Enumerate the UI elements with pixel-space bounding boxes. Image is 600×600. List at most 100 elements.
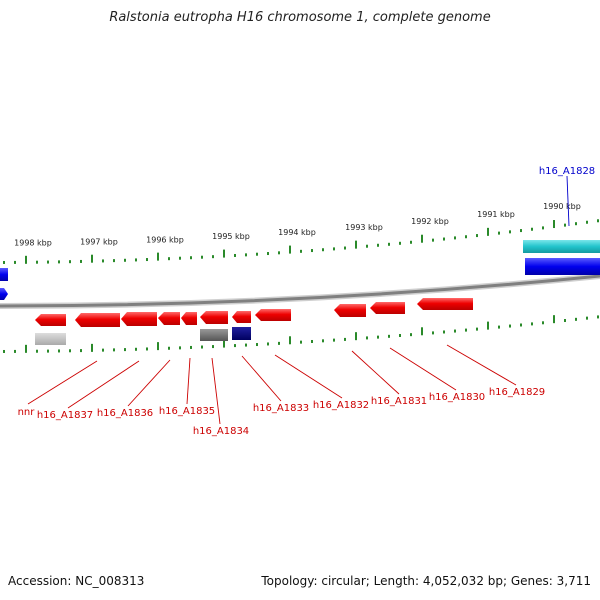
label-h16-A1837[interactable]: h16_A1837 [37,410,93,421]
lower-major-tick [157,342,159,351]
upper-minor-tick [14,260,16,264]
label-h16-A1835[interactable]: h16_A1835 [159,406,215,417]
upper-minor-tick [564,223,566,227]
lower-minor-tick [311,339,313,343]
upper-minor-tick [597,219,599,223]
gene-h16-A1830[interactable] [370,302,405,314]
lower-minor-tick [212,345,214,349]
lower-minor-tick [124,348,126,352]
upper-minor-tick [410,240,412,244]
label-h16-A1832[interactable]: h16_A1832 [313,400,369,411]
upper-minor-tick [377,243,379,247]
upper-minor-tick [542,226,544,230]
gene-h16-A1831[interactable] [334,304,366,317]
scale-label: 1990 kbp [543,202,581,211]
backbone-shadow [0,273,600,309]
gene-h16-A1835[interactable] [158,312,180,325]
forward-gene-left-arrow[interactable] [0,288,8,300]
label-h16-A1836[interactable]: h16_A1836 [97,408,153,419]
lower-minor-tick [344,337,346,341]
lower-major-tick [553,315,555,324]
gene-h16-A1833[interactable] [232,311,251,323]
feature-gray-light[interactable] [35,333,66,345]
gene-nnr[interactable] [35,314,66,326]
upper-minor-tick [190,256,192,260]
leader-h16-A1830 [389,347,457,391]
topology-text: Topology: circular; Length: 4,052,032 bp… [261,574,591,588]
leader-h16-A1836 [127,359,171,407]
upper-minor-tick [245,253,247,257]
lower-minor-tick [179,346,181,350]
lower-major-tick [91,343,93,352]
label-h16-A1828[interactable]: h16_A1828 [539,166,595,177]
lower-minor-tick [377,335,379,339]
upper-minor-tick [267,252,269,256]
upper-minor-tick [575,222,577,226]
upper-minor-tick [102,259,104,263]
lower-minor-tick [256,343,258,347]
upper-minor-tick [69,260,71,264]
lower-minor-tick [476,327,478,331]
lower-minor-tick [201,345,203,349]
upper-major-tick [421,234,423,243]
forward-gene-left[interactable] [0,268,8,281]
upper-minor-tick [179,256,181,260]
gene-h16-A1834[interactable] [181,312,197,325]
upper-minor-tick [124,258,126,262]
lower-major-tick [289,336,291,345]
lower-minor-tick [333,338,335,342]
forward-cds-h16-A1828[interactable] [523,240,600,253]
upper-minor-tick [58,260,60,264]
upper-minor-tick [135,258,137,262]
lower-minor-tick [454,329,456,333]
scale-label: 1993 kbp [345,223,383,232]
scale-label: 1998 kbp [14,239,52,248]
upper-major-tick [553,220,555,229]
backbone [0,274,600,308]
lower-minor-tick [146,347,148,351]
lower-minor-tick [509,324,511,328]
label-leaders [27,175,570,425]
lower-minor-tick [113,348,115,352]
map-title: Ralstonia eutropha H16 chromosome 1, com… [109,10,491,25]
gene-h16-A1836[interactable] [121,312,157,326]
label-h16-A1833[interactable]: h16_A1833 [253,403,309,414]
upper-minor-tick [531,227,533,231]
label-h16-A1834[interactable]: h16_A1834 [193,426,249,437]
lower-minor-tick [432,331,434,335]
upper-minor-tick [278,251,280,255]
label-h16-A1831[interactable]: h16_A1831 [371,396,427,407]
upper-minor-tick [509,230,511,234]
upper-minor-tick [322,248,324,252]
upper-minor-tick [465,235,467,239]
lower-major-tick [421,327,423,336]
upper-major-tick [157,252,159,261]
lower-minor-tick [58,349,60,353]
forward-gene-h16-A1828[interactable] [525,258,600,275]
gene-h16-A1829[interactable] [417,298,473,310]
lower-minor-tick [47,349,49,353]
label-h16-A1829[interactable]: h16_A1829 [489,387,545,398]
upper-minor-tick [300,249,302,253]
scale-labels: 1998 kbp 1997 kbp 1996 kbp 1995 kbp 1994 kbp… [14,202,581,248]
reverse-genes [35,298,473,327]
label-h16-A1830[interactable]: h16_A1830 [429,392,485,403]
lower-tick-track [3,315,599,353]
lower-minor-tick [168,346,170,350]
label-nnr[interactable]: nnr [18,407,36,418]
lower-major-tick [25,344,27,353]
leader-h16-A1829 [446,344,517,386]
upper-minor-tick [36,260,38,264]
lower-major-tick [487,321,489,330]
gene-h16-A1833-part[interactable] [200,311,228,324]
leader-h16-A1834 [211,357,221,425]
upper-minor-tick [311,249,313,253]
gene-h16-A1837[interactable] [75,313,120,327]
lower-minor-tick [465,328,467,332]
accession-text: Accession: NC_008313 [8,574,145,588]
feature-navy[interactable] [232,327,251,340]
gene-h16-A1832[interactable] [255,309,291,321]
feature-gray-dark[interactable] [200,329,228,341]
lower-minor-tick [410,333,412,337]
